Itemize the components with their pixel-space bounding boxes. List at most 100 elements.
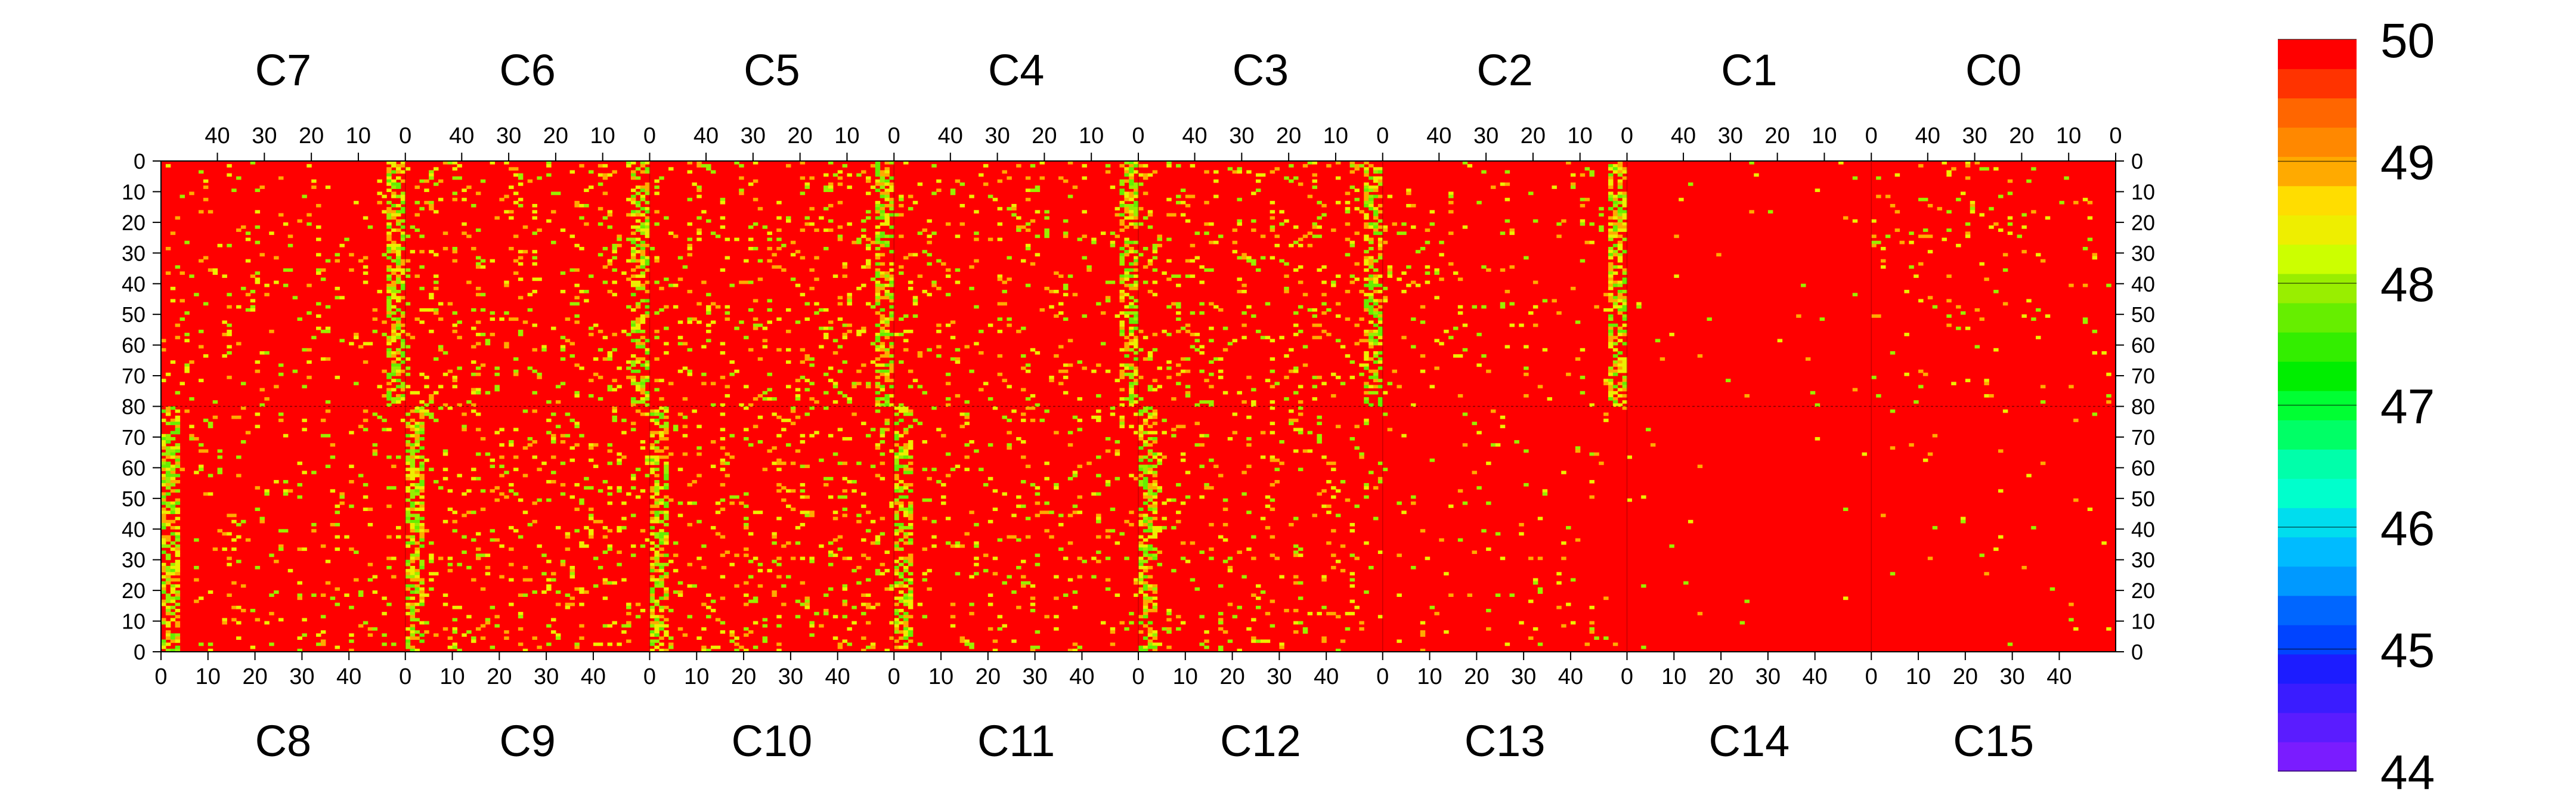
heatmap-cell	[410, 458, 416, 462]
heatmap-cell	[1575, 320, 1581, 324]
heatmap-cell	[259, 403, 265, 407]
heatmap-cell	[1134, 593, 1139, 598]
heatmap-cell	[635, 400, 641, 404]
heatmap-cell	[306, 283, 312, 287]
heatmap-cell	[1377, 400, 1383, 404]
heatmap-cell	[537, 645, 542, 649]
heatmap-cell	[837, 182, 843, 186]
heatmap-cell	[880, 308, 886, 312]
heatmap-cell	[762, 326, 768, 330]
heatmap-cell	[1270, 200, 1275, 205]
heatmap-cell	[227, 164, 232, 168]
heatmap-cell	[414, 228, 420, 232]
heatmap-cell	[687, 197, 693, 202]
heatmap-cell	[1373, 280, 1379, 284]
heatmap-cell	[1199, 642, 1205, 646]
heatmap-cell	[832, 382, 838, 386]
heatmap-cell	[899, 562, 904, 566]
heatmap-cell	[654, 462, 660, 465]
heatmap-cell	[1237, 290, 1242, 293]
heatmap-cell	[391, 170, 397, 174]
heatmap-cell	[1058, 311, 1064, 315]
heatmap-cell	[870, 465, 876, 468]
heatmap-cell	[1608, 265, 1614, 269]
heatmap-cell	[1147, 213, 1153, 217]
heatmap-cell	[1335, 314, 1341, 318]
heatmap-cell	[894, 618, 899, 622]
heatmap-cell	[574, 363, 580, 367]
heatmap-cell	[917, 354, 923, 358]
heatmap-cell	[1462, 225, 1468, 229]
heatmap-cell	[621, 501, 627, 505]
heatmap-cell	[424, 179, 429, 183]
heatmap-cell	[762, 397, 768, 401]
heatmap-cell	[405, 516, 411, 521]
heatmap-cell	[250, 645, 256, 649]
heatmap-cell	[1134, 259, 1139, 263]
heatmap-cell	[386, 274, 392, 278]
heatmap-cell	[1152, 333, 1158, 336]
heatmap-cell	[1124, 204, 1129, 208]
heatmap-cell	[607, 624, 613, 628]
heatmap-cell	[1176, 425, 1181, 429]
heatmap-cell	[1448, 336, 1454, 339]
heatmap-cell	[894, 473, 899, 478]
heatmap-cell	[208, 425, 213, 429]
heatmap-cell	[1129, 173, 1134, 177]
heatmap-cell	[395, 164, 401, 168]
heatmap-cell	[410, 559, 416, 564]
heatmap-cell	[386, 388, 392, 392]
heatmap-cell	[579, 590, 584, 594]
heatmap-cell	[414, 602, 420, 606]
heatmap-cell	[861, 648, 866, 652]
heatmap-cell	[471, 204, 476, 208]
heatmap-cell	[1622, 200, 1628, 205]
heatmap-cell	[1617, 222, 1623, 226]
heatmap-cell	[1321, 311, 1327, 315]
heatmap-cell	[410, 569, 416, 572]
heatmap-cell	[194, 538, 199, 542]
heatmap-cell	[908, 522, 914, 527]
heatmap-cell	[682, 415, 688, 419]
heatmap-cell	[574, 587, 580, 591]
heatmap-cell	[753, 645, 758, 649]
heatmap-cell	[2087, 200, 2093, 205]
heatmap-cell	[405, 584, 411, 588]
heatmap-cell	[889, 403, 894, 407]
heatmap-cell	[283, 492, 289, 496]
heatmap-cell	[790, 240, 796, 244]
heatmap-cell	[1138, 253, 1144, 257]
heatmap-cell	[1147, 547, 1153, 551]
heatmap-cell	[1368, 176, 1374, 180]
heatmap-cell	[1608, 372, 1614, 376]
heatmap-cell	[161, 348, 166, 352]
heatmap-cell	[847, 293, 852, 296]
heatmap-cell	[645, 376, 651, 379]
heatmap-cell	[560, 228, 566, 232]
heatmap-cell	[1608, 379, 1614, 382]
heatmap-cell	[1114, 213, 1120, 217]
heatmap-cell	[1157, 526, 1162, 530]
heatmap-cell	[302, 385, 307, 389]
heatmap-cell	[875, 216, 881, 220]
heatmap-cell	[405, 449, 411, 453]
heatmap-cell	[1298, 265, 1304, 269]
heatmap-cell	[509, 247, 514, 250]
heatmap-cell	[1054, 486, 1059, 490]
heatmap-cell	[899, 581, 904, 585]
heatmap-cell	[804, 510, 810, 515]
heatmap-cell	[1321, 302, 1327, 306]
heatmap-cell	[1608, 222, 1614, 226]
heatmap-cell	[2069, 385, 2074, 389]
heatmap-cell	[1129, 207, 1134, 210]
heatmap-cell	[391, 379, 397, 382]
heatmap-cell	[903, 627, 909, 631]
heatmap-cell	[518, 593, 524, 598]
heatmap-cell	[635, 243, 641, 247]
heatmap-cell	[302, 618, 307, 622]
heatmap-cell	[645, 182, 651, 186]
heatmap-cell	[1476, 333, 1482, 336]
heatmap-cell	[875, 403, 881, 407]
heatmap-cell	[335, 296, 340, 300]
heatmap-cell	[1622, 194, 1628, 199]
